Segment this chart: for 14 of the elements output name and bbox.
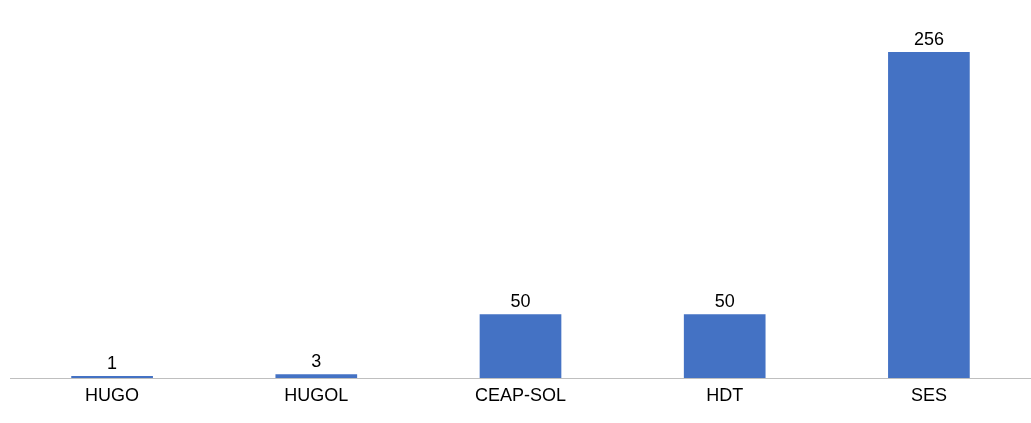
bar xyxy=(888,52,970,378)
x-tick-label: SES xyxy=(910,384,947,405)
data-label: 50 xyxy=(510,291,531,312)
x-tick-label: HUGO xyxy=(85,384,140,405)
data-label: 256 xyxy=(913,29,944,49)
bar xyxy=(683,314,766,378)
bar xyxy=(479,314,562,378)
x-tick-label: CEAP-SOL xyxy=(474,384,567,405)
x-tick-label: HDT xyxy=(706,384,744,405)
data-label: 50 xyxy=(714,291,735,312)
data-label: 1 xyxy=(107,353,118,373)
data-label: 3 xyxy=(311,351,322,372)
bar xyxy=(275,374,358,378)
x-tick-label: HUGOL xyxy=(284,384,349,405)
